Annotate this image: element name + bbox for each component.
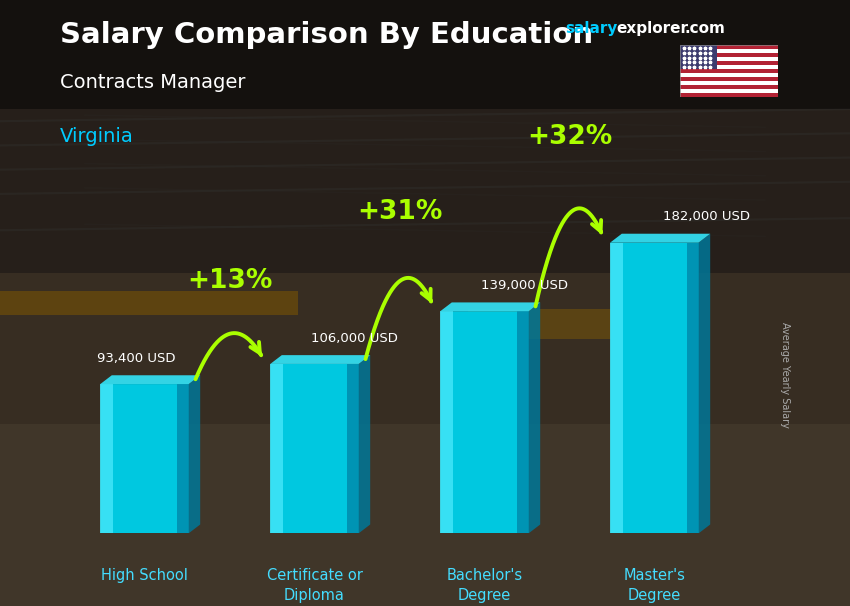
Bar: [0, 424, 850, 606]
Text: 139,000 USD: 139,000 USD: [481, 279, 568, 292]
Bar: [610, 242, 623, 533]
Bar: [680, 50, 778, 53]
Bar: [270, 364, 283, 533]
Bar: [100, 384, 113, 533]
Text: Average Yearly Salary: Average Yearly Salary: [780, 322, 791, 428]
Text: Salary Comparison By Education: Salary Comparison By Education: [60, 21, 592, 49]
Bar: [440, 311, 453, 533]
Polygon shape: [189, 375, 201, 533]
Text: High School: High School: [101, 568, 188, 584]
Bar: [680, 45, 717, 69]
Bar: [680, 61, 778, 65]
Polygon shape: [610, 234, 711, 242]
Text: explorer: explorer: [616, 21, 689, 36]
Polygon shape: [440, 302, 541, 311]
Bar: [680, 65, 778, 69]
Bar: [680, 53, 778, 58]
Bar: [468, 309, 680, 339]
Bar: [0, 273, 850, 424]
Bar: [687, 242, 699, 533]
Bar: [0, 291, 298, 315]
Polygon shape: [270, 355, 371, 364]
Bar: [680, 77, 778, 81]
Bar: [517, 311, 529, 533]
FancyBboxPatch shape: [610, 242, 699, 533]
Text: +32%: +32%: [527, 124, 612, 150]
Text: 106,000 USD: 106,000 USD: [311, 331, 398, 345]
Bar: [347, 364, 359, 533]
Text: .com: .com: [684, 21, 725, 36]
Bar: [680, 73, 778, 77]
Text: +13%: +13%: [187, 268, 272, 294]
Polygon shape: [100, 375, 201, 384]
Bar: [680, 69, 778, 73]
FancyBboxPatch shape: [440, 311, 529, 533]
Bar: [680, 93, 778, 97]
Bar: [680, 58, 778, 61]
Bar: [680, 89, 778, 93]
FancyBboxPatch shape: [270, 364, 359, 533]
Text: Virginia: Virginia: [60, 127, 133, 146]
Bar: [680, 81, 778, 85]
Text: salary: salary: [565, 21, 618, 36]
Bar: [680, 85, 778, 89]
Bar: [177, 384, 189, 533]
Text: 93,400 USD: 93,400 USD: [97, 352, 175, 365]
Polygon shape: [359, 355, 371, 533]
Text: Master's
Degree: Master's Degree: [624, 568, 685, 603]
Bar: [680, 45, 778, 50]
Polygon shape: [699, 234, 711, 533]
Text: Bachelor's
Degree: Bachelor's Degree: [446, 568, 523, 603]
Bar: [0, 0, 850, 273]
Polygon shape: [529, 302, 541, 533]
Text: Contracts Manager: Contracts Manager: [60, 73, 245, 92]
Text: +31%: +31%: [357, 199, 442, 225]
Text: 182,000 USD: 182,000 USD: [663, 210, 750, 224]
Text: Certificate or
Diploma: Certificate or Diploma: [267, 568, 362, 603]
FancyBboxPatch shape: [100, 384, 189, 533]
